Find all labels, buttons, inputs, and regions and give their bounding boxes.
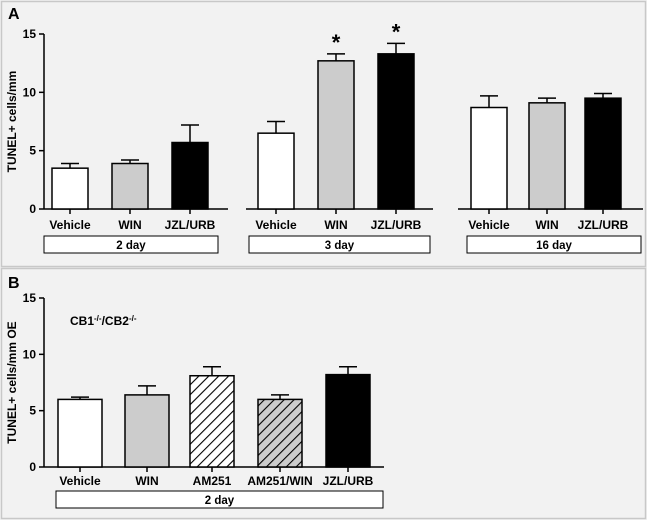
x-tick-label: Vehicle	[49, 218, 91, 232]
group-label: 2 day	[116, 240, 146, 252]
y-tick-label: 5	[29, 404, 36, 418]
x-tick-label: JZL/URB	[578, 218, 629, 232]
bar	[171, 141, 209, 210]
bar	[584, 97, 622, 210]
x-tick-label: Vehicle	[468, 218, 510, 232]
chart-panel-b: 0 5 10 15 TUNEL+ cells/mm OE Vehicle WIN AM251 A…	[5, 291, 384, 509]
genotype-superscript: -/-	[94, 314, 102, 323]
panel-b-letter: B	[8, 275, 20, 292]
genotype-superscript: -/-	[129, 314, 137, 323]
panel-b-frame	[0, 267, 647, 520]
group-label-box	[248, 235, 431, 254]
y-tick-label: 0	[29, 460, 36, 474]
genotype-text: /	[102, 314, 106, 328]
genotype-label: CB1-/-/CB2-/-	[70, 314, 137, 329]
y-tick-label: 10	[23, 85, 37, 99]
significance-marker: *	[332, 30, 341, 55]
group-label: 16 day	[536, 240, 572, 252]
group-label: 2 day	[205, 495, 235, 507]
x-tick-label: WIN	[535, 218, 558, 232]
y-tick-label: 5	[29, 144, 36, 158]
y-axis-label: TUNEL+ cells/mm	[5, 71, 19, 173]
panel-a-frame	[0, 0, 647, 268]
chart-panel-a: 0 5 10 15 TUNEL+ cells/mm Vehicle WIN JZL/URB 2 …	[5, 19, 643, 254]
bar	[111, 162, 149, 210]
panel-a-letter: A	[8, 6, 20, 23]
x-tick-label: JZL/URB	[371, 218, 422, 232]
x-tick-label: WIN	[118, 218, 141, 232]
x-tick-label: AM251	[193, 474, 232, 488]
bar	[124, 394, 170, 468]
y-axis-label: TUNEL+ cells/mm OE	[5, 321, 19, 443]
x-tick-label: WIN	[324, 218, 347, 232]
x-tick-label: JZL/URB	[323, 474, 374, 488]
bar	[257, 132, 295, 210]
x-tick-label: JZL/URB	[165, 218, 216, 232]
genotype-text: CB2	[105, 314, 129, 328]
bar	[57, 398, 103, 468]
bar	[189, 374, 235, 468]
bar	[528, 102, 566, 210]
group-label-box	[55, 490, 384, 509]
y-tick-label: 15	[23, 291, 37, 305]
bar	[325, 373, 371, 468]
x-tick-label: Vehicle	[59, 474, 101, 488]
bar	[257, 398, 303, 468]
group-label-box	[466, 235, 642, 254]
bar	[317, 60, 355, 210]
group-label: 3 day	[325, 240, 355, 252]
y-tick-label: 10	[23, 347, 37, 361]
bar	[377, 53, 415, 210]
bar	[51, 167, 89, 210]
x-tick-label: Vehicle	[255, 218, 297, 232]
x-tick-label: WIN	[135, 474, 158, 488]
significance-marker: *	[392, 19, 401, 44]
y-tick-label: 15	[23, 27, 37, 41]
group-label-box	[43, 235, 219, 254]
x-tick-label: AM251/WIN	[247, 474, 312, 488]
bar	[470, 106, 508, 210]
y-tick-label: 0	[29, 202, 36, 216]
genotype-text: CB1	[70, 314, 94, 328]
